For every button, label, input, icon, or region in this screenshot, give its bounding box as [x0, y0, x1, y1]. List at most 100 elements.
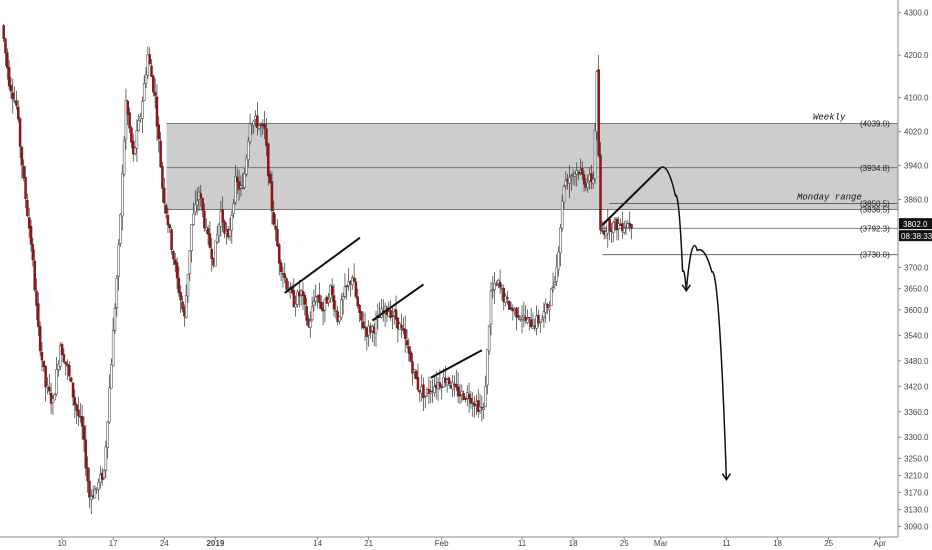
candle-body [2, 25, 5, 39]
candle-body [246, 140, 250, 160]
candle-body [230, 215, 234, 231]
candle-body [153, 92, 157, 96]
price-tick-label: 3650.0 [904, 285, 929, 294]
price-tick-label: 3170.0 [904, 488, 929, 497]
candle-body [194, 203, 197, 213]
candle-body [617, 223, 620, 229]
candle-body [345, 285, 349, 288]
candle-body [597, 69, 600, 156]
time-tick-label: 21 [364, 539, 373, 548]
candle-body [77, 409, 80, 417]
time-tick-label: 18 [773, 539, 782, 548]
candle-body [537, 314, 540, 324]
candle-body [146, 54, 150, 76]
candle-body [389, 310, 392, 319]
candle-body [553, 282, 557, 285]
candle-body [7, 67, 11, 87]
candle-body [181, 301, 184, 310]
candle-body [573, 173, 577, 177]
drawings-layer [284, 166, 732, 482]
trend-line[interactable] [430, 349, 483, 379]
candle-body [309, 320, 312, 328]
candle-body [484, 385, 487, 408]
candle-body [515, 307, 518, 318]
countdown-label: 08:38:33 [901, 232, 932, 241]
candle-body [334, 310, 338, 312]
price-tick-label: 3700.0 [904, 263, 929, 272]
candle-body [622, 227, 626, 233]
time-tick-label: 11 [722, 539, 731, 548]
candle-body [360, 311, 363, 321]
candle-body [400, 324, 403, 328]
candle-body [84, 439, 88, 469]
candle-body [314, 296, 318, 302]
candle-body [44, 366, 47, 388]
candle-body [407, 346, 411, 354]
candle-body [447, 377, 451, 384]
candle-body [257, 125, 261, 129]
candle-body [133, 147, 137, 154]
candle-body [455, 383, 458, 388]
candle-body [462, 392, 465, 401]
candle-body [542, 311, 546, 319]
candle-body [31, 244, 35, 261]
candle-body [27, 217, 31, 229]
trend-line[interactable] [371, 283, 425, 322]
price-tick-label: 3130.0 [904, 505, 929, 514]
candle-body [60, 344, 64, 356]
candle-body [551, 286, 555, 288]
candle-body [111, 330, 115, 367]
candle-body [177, 277, 181, 294]
candle-body [422, 384, 425, 398]
price-tick-label: 4100.0 [904, 94, 929, 103]
levels-layer: Weekly Monday range (4039.0) (3934.8) (3850.… [166, 113, 898, 260]
candle-body [228, 229, 232, 237]
price-tick-label: 4300.0 [904, 9, 929, 18]
trend-line[interactable] [601, 166, 662, 226]
candle-body [599, 154, 602, 231]
candle-body [363, 326, 367, 329]
candle-body [62, 354, 66, 363]
candle-body [531, 325, 535, 330]
candle-body [104, 446, 108, 471]
candle-body [411, 361, 414, 374]
candle-body [186, 274, 190, 297]
time-tick-label: 10 [58, 539, 67, 548]
candle-body [343, 286, 347, 297]
candle-body [279, 262, 283, 272]
candle-body [221, 209, 224, 223]
candle-body [440, 386, 443, 389]
trend-line[interactable] [284, 236, 361, 294]
candle-body [239, 185, 243, 189]
candle-body [296, 291, 299, 305]
candle-body [570, 175, 573, 178]
price-tick-label: 4020.0 [904, 128, 929, 137]
candle-body [71, 382, 75, 398]
candle-body [274, 225, 277, 230]
candle-body [57, 364, 60, 370]
candle-body [128, 112, 131, 129]
projection-path[interactable] [660, 166, 688, 291]
candle-body [270, 181, 274, 212]
zones-layer [166, 123, 898, 210]
price-axis[interactable]: 4300.04200.04100.04020.03940.03860.03780… [897, 0, 929, 537]
candle-body [358, 304, 361, 314]
time-tick-label: Mar [654, 539, 668, 548]
time-axis[interactable]: 10 17 24 2019 14 21 Feb 11 18 25 Mar 11 18 25 Apr [0, 536, 898, 548]
projection-path[interactable] [685, 244, 728, 480]
level-label: (3836.5) [860, 205, 890, 214]
candle-body [106, 421, 109, 448]
candle-body [46, 385, 49, 388]
candle-body [341, 296, 345, 301]
price-tick-label: 3860.0 [904, 196, 929, 205]
candle-body [170, 229, 173, 250]
candle-body [175, 262, 179, 279]
candle-body [69, 377, 73, 382]
candle-body [131, 140, 135, 155]
candle-body [427, 389, 431, 394]
candle-body [210, 248, 213, 260]
candle-body [135, 130, 139, 149]
candle-body [630, 224, 633, 229]
candle-body [340, 299, 343, 318]
